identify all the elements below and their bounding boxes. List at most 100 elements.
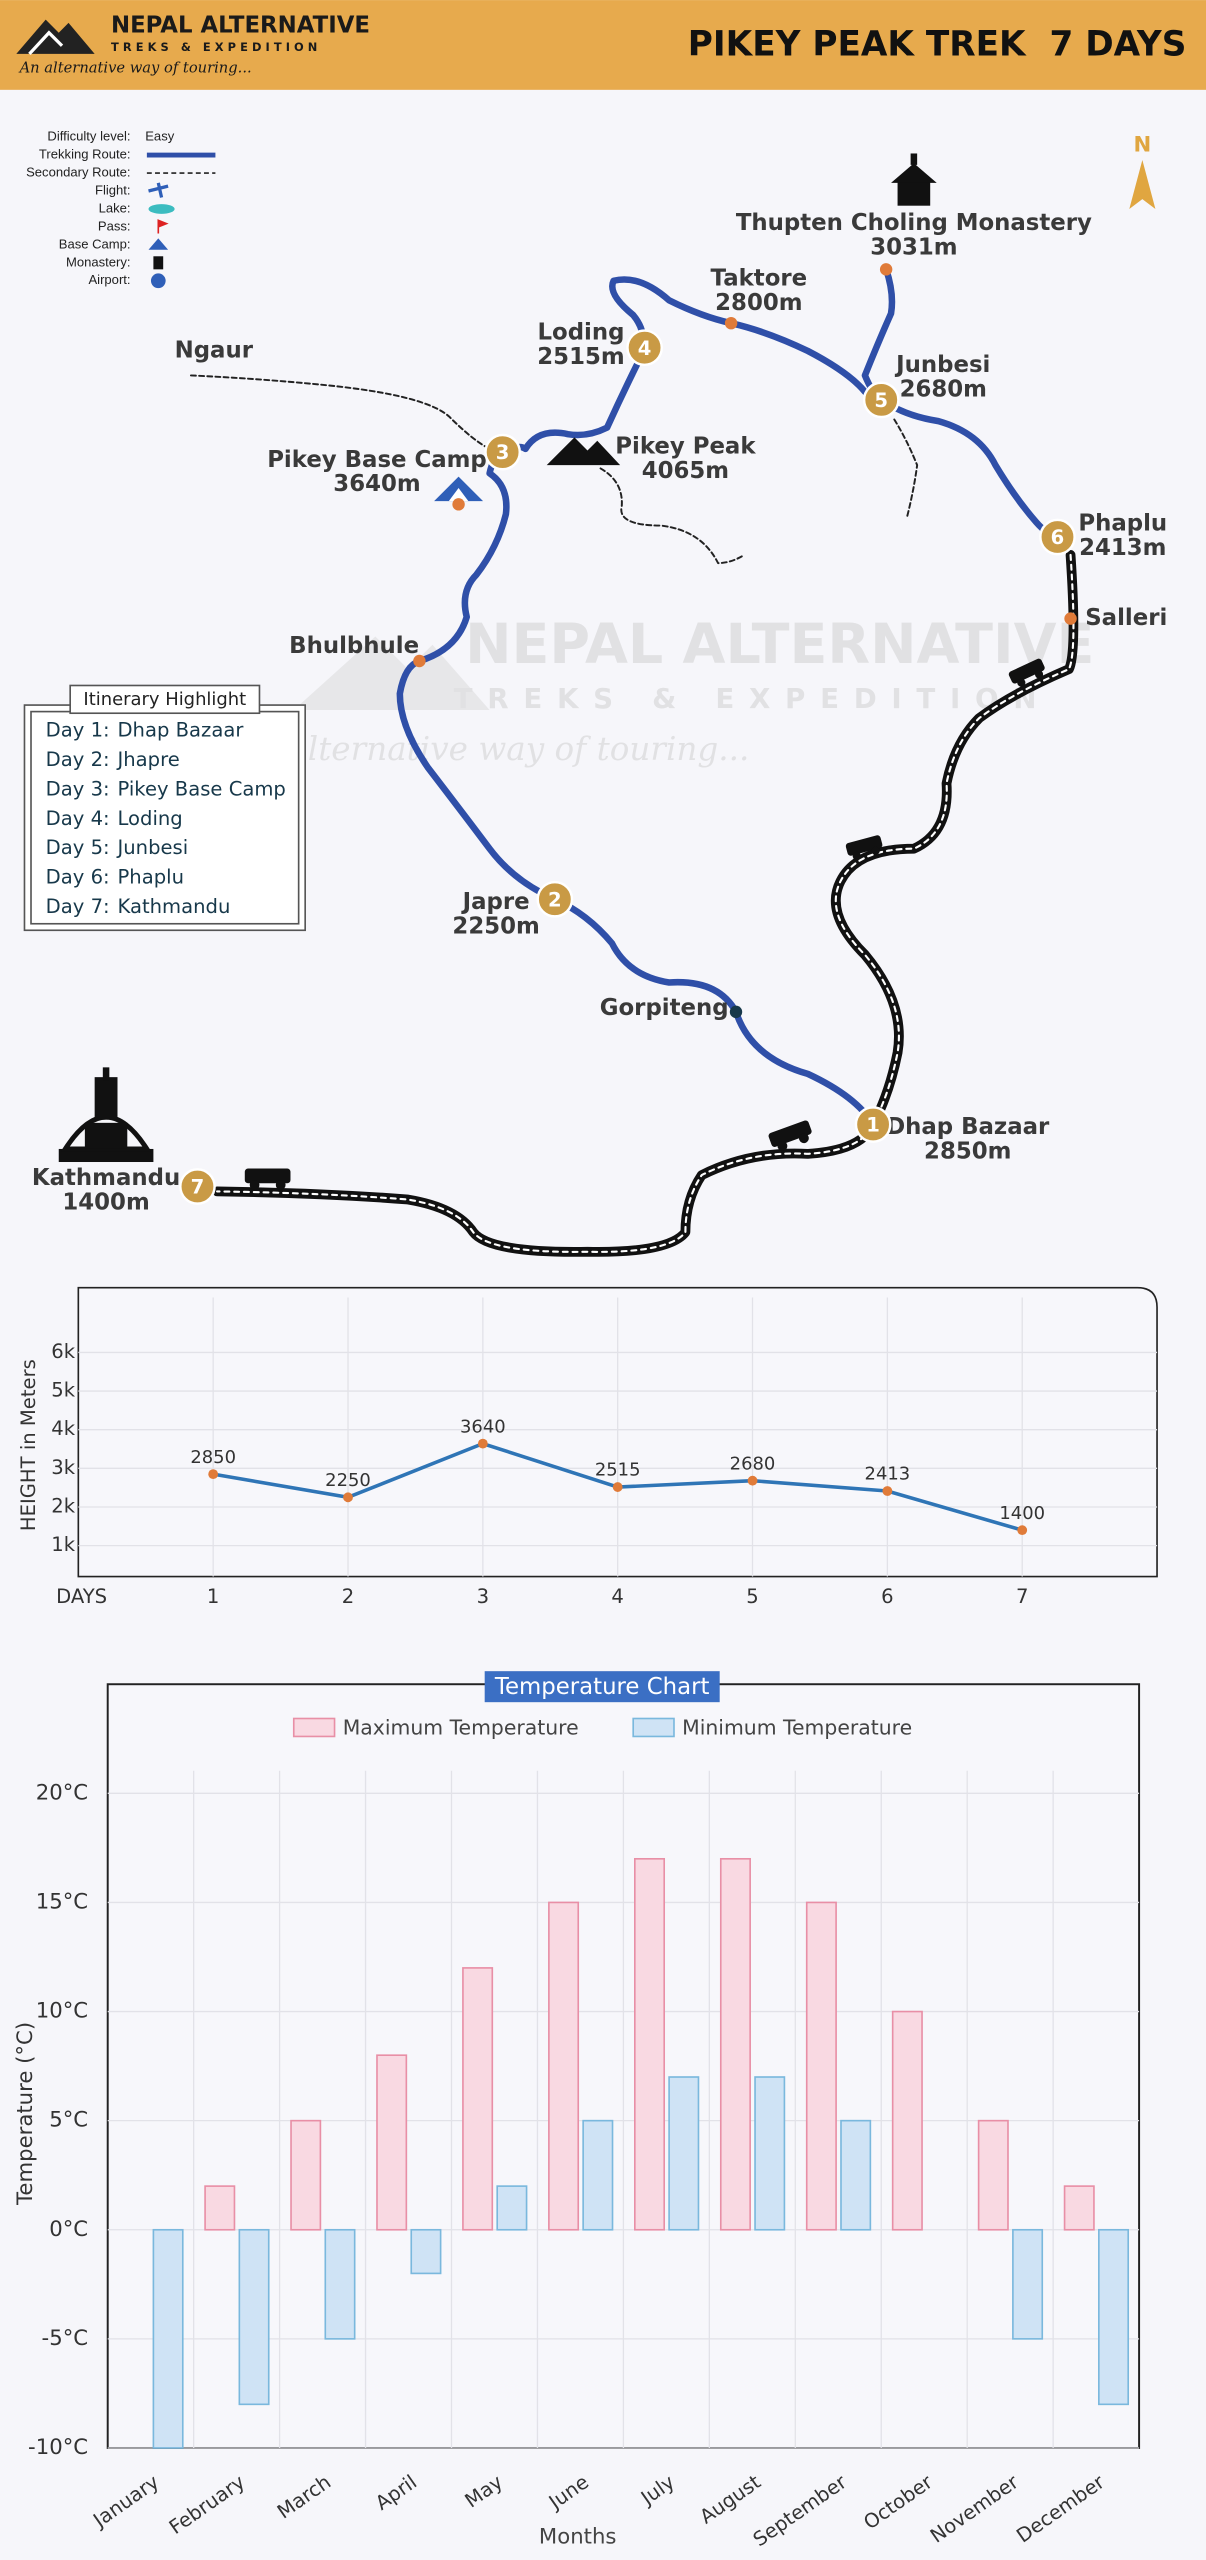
place-elevation: 2680m	[900, 377, 987, 403]
temperature-bar	[152, 2228, 184, 2449]
place-elevation: 3031m	[870, 235, 957, 261]
temperature-bar	[376, 2054, 408, 2231]
page-title: PIKEY PEAK TREK 7 DAYS	[688, 24, 1187, 64]
x-tick-label: January	[88, 2470, 164, 2533]
day-marker	[179, 1168, 216, 1205]
legend-label: Base Camp:	[59, 236, 131, 251]
monastery-icon	[891, 153, 937, 206]
elevation-point	[747, 1475, 758, 1486]
temperature-bar	[977, 2119, 1009, 2231]
x-tick-label: May	[461, 2470, 507, 2512]
x-tick-label: 5	[746, 1585, 758, 1608]
watermark-sub: TREKS & EXPEDITION	[454, 682, 1052, 715]
y-tick-label: 1k	[51, 1533, 75, 1556]
x-tick-label: October	[859, 2470, 937, 2534]
x-tick-label: 3	[477, 1585, 489, 1608]
place-name: Taktore	[711, 266, 808, 292]
day-number: 3	[496, 441, 510, 464]
y-tick-label: 5°C	[49, 2108, 88, 2133]
place-dot	[729, 1005, 743, 1019]
legend-swatch	[292, 1717, 336, 1738]
itinerary-place: Phaplu	[117, 866, 184, 889]
vehicle-icon	[244, 1168, 291, 1190]
vehicle-icon	[1008, 658, 1045, 687]
x-tick-label: November	[926, 2470, 1023, 2548]
legend-symbol	[148, 238, 169, 250]
itinerary-place: Junbesi	[115, 836, 188, 859]
elevation-point	[882, 1486, 893, 1496]
logo-stroke	[28, 30, 64, 56]
itinerary-title: Itinerary Highlight	[83, 689, 246, 710]
legend-swatch	[632, 1717, 675, 1738]
temperature-bar	[462, 1967, 494, 2231]
peak-icon	[546, 437, 621, 466]
legend-symbol	[157, 219, 169, 234]
y-tick-label: 10°C	[36, 1999, 88, 2024]
itinerary-title-box	[69, 684, 261, 715]
header-band	[0, 0, 1206, 90]
trekking-route	[861, 266, 896, 404]
place-elevation: 2413m	[1079, 535, 1166, 561]
elevation-point	[208, 1469, 219, 1480]
itinerary-day: Day 5:	[46, 836, 110, 859]
temperature-bar	[1063, 2185, 1095, 2231]
place-name: Bhulbhule	[289, 633, 419, 659]
place-elevation: 2800m	[715, 290, 802, 316]
legend-label: Lake:	[99, 200, 131, 215]
itinerary-place: Pikey Base Camp	[117, 777, 285, 800]
basecamp-door	[448, 488, 469, 502]
day-number: 1	[866, 1114, 880, 1137]
day-number: 5	[874, 389, 888, 412]
y-tick-label: -5°C	[42, 2326, 89, 2351]
itinerary-day: Day 1:	[46, 719, 110, 742]
watermark-tagline: An alternative way of touring...	[230, 730, 749, 768]
x-tick-label: March	[273, 2470, 335, 2523]
itinerary-day: Day 6:	[46, 866, 110, 889]
y-tick-label: 15°C	[36, 1889, 88, 1914]
legend-value: Easy	[145, 129, 174, 144]
legend-label: Flight:	[95, 182, 131, 197]
y-tick-label: 0°C	[49, 2217, 88, 2242]
temperature-bar	[324, 2228, 356, 2340]
place-elevation: 1400m	[62, 1189, 149, 1215]
brand: NEPAL ALTERNATIVE	[111, 13, 370, 39]
legend-symbol	[148, 182, 169, 198]
place-elevation: 2850m	[924, 1139, 1011, 1165]
place-name: Pikey Peak	[615, 434, 756, 460]
place-name: Dhap Bazaar	[886, 1114, 1050, 1140]
x-tick-label: 1	[207, 1585, 219, 1608]
vehicle-icon	[845, 835, 883, 861]
itinerary-day: Day 3:	[46, 777, 110, 800]
legend-label: Difficulty level:	[47, 129, 130, 144]
itinerary-place: Dhap Bazaar	[117, 719, 244, 742]
day-marker	[626, 329, 663, 367]
x-tick-label: 6	[881, 1585, 893, 1608]
y-tick-label: 20°C	[36, 1780, 88, 1805]
secondary-route	[893, 418, 919, 517]
temperature-bar	[754, 2076, 786, 2231]
y-tick-label: 3k	[51, 1456, 75, 1479]
brand-sub: TREKS & EXPEDITION	[111, 40, 321, 54]
data-label: 2250	[325, 1470, 371, 1491]
day-marker	[484, 433, 521, 471]
y-tick-label: 6k	[51, 1340, 75, 1363]
x-axis-label: DAYS	[56, 1585, 107, 1608]
x-tick-label: July	[635, 2470, 679, 2510]
place-name: Pikey Base Camp	[267, 447, 487, 473]
day-marker	[854, 1106, 892, 1143]
x-tick-label: September	[749, 2470, 852, 2551]
day-marker	[1039, 518, 1076, 556]
itinerary-day: Day 7:	[46, 895, 110, 918]
day-marker	[862, 381, 900, 419]
day-number: 7	[191, 1176, 205, 1199]
place-elevation: 2515m	[537, 344, 624, 370]
place-name: Thupten Choling Monastery	[736, 210, 1092, 236]
secondary-route	[189, 374, 491, 450]
temperature-bar	[805, 1901, 837, 2231]
compass-arrow	[1129, 160, 1156, 209]
legend-label: Airport:	[88, 272, 130, 287]
legend-label: Monastery:	[66, 254, 131, 269]
itinerary-day: Day 2:	[46, 748, 110, 771]
place-elevation: 2250m	[452, 914, 539, 940]
